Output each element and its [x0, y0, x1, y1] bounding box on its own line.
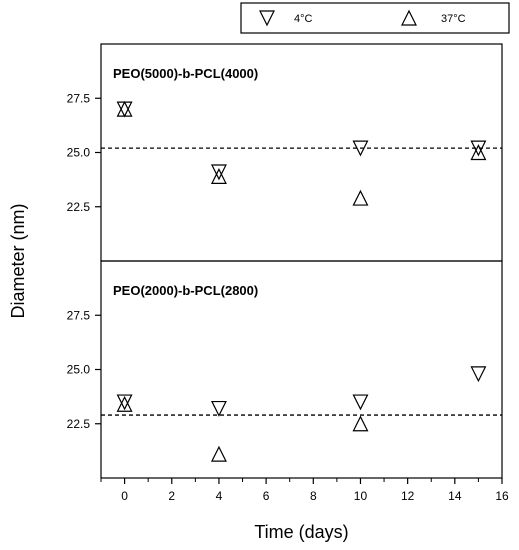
x-tick-label: 0 [121, 489, 128, 503]
y-tick-label: 27.5 [67, 91, 91, 105]
data-point-triangle-down [352, 394, 369, 411]
data-point-triangle-down [352, 140, 369, 157]
x-tick-label: 12 [401, 489, 415, 503]
y-axis-title: Diameter (nm) [8, 203, 28, 318]
x-tick-label: 16 [495, 489, 509, 503]
y-tick-label: 25.0 [67, 146, 91, 160]
x-axis-title: Time (days) [254, 522, 348, 542]
data-point-triangle-up [352, 415, 369, 432]
x-tick-label: 14 [448, 489, 462, 503]
data-point-triangle-up [116, 395, 133, 412]
y-tick-label: 22.5 [67, 200, 91, 214]
legend-marker-triangle-up [401, 9, 417, 26]
x-tick-label: 8 [310, 489, 317, 503]
data-point-triangle-down [210, 400, 227, 417]
legend-label: 4°C [294, 13, 313, 25]
x-tick-label: 4 [216, 489, 223, 503]
data-point-triangle-down [116, 394, 133, 411]
data-point-triangle-down [470, 366, 487, 383]
data-point-triangle-up [352, 189, 369, 206]
legend-marker-triangle-down [259, 10, 275, 27]
data-point-triangle-up [116, 100, 133, 117]
panel-title: PEO(5000)-b-PCL(4000) [113, 66, 258, 81]
data-point-triangle-up [470, 144, 487, 161]
y-tick-label: 25.0 [67, 363, 91, 377]
panel-1: 22.5 25.0 27.5 PEO(5000)-b-PCL(4000) [67, 43, 503, 262]
legend-label: 37°C [441, 13, 466, 25]
data-point-triangle-down [210, 164, 227, 181]
legend-box [240, 2, 510, 34]
data-point-triangle-down [470, 140, 487, 157]
panel-2: 22.5 25.0 27.5 PEO(2000)-b-PCL(2800) [67, 260, 503, 479]
y-tick-label: 22.5 [67, 417, 91, 431]
data-point-triangle-up [210, 445, 227, 462]
panel-title: PEO(2000)-b-PCL(2800) [113, 283, 258, 298]
data-point-triangle-down [116, 101, 133, 118]
y-tick-label: 27.5 [67, 308, 91, 322]
legend: 4°C 37°C [240, 2, 510, 34]
data-point-triangle-up [210, 168, 227, 184]
x-tick-label: 2 [168, 489, 175, 503]
x-tick-label: 6 [263, 489, 270, 503]
x-tick-label: 10 [354, 489, 368, 503]
